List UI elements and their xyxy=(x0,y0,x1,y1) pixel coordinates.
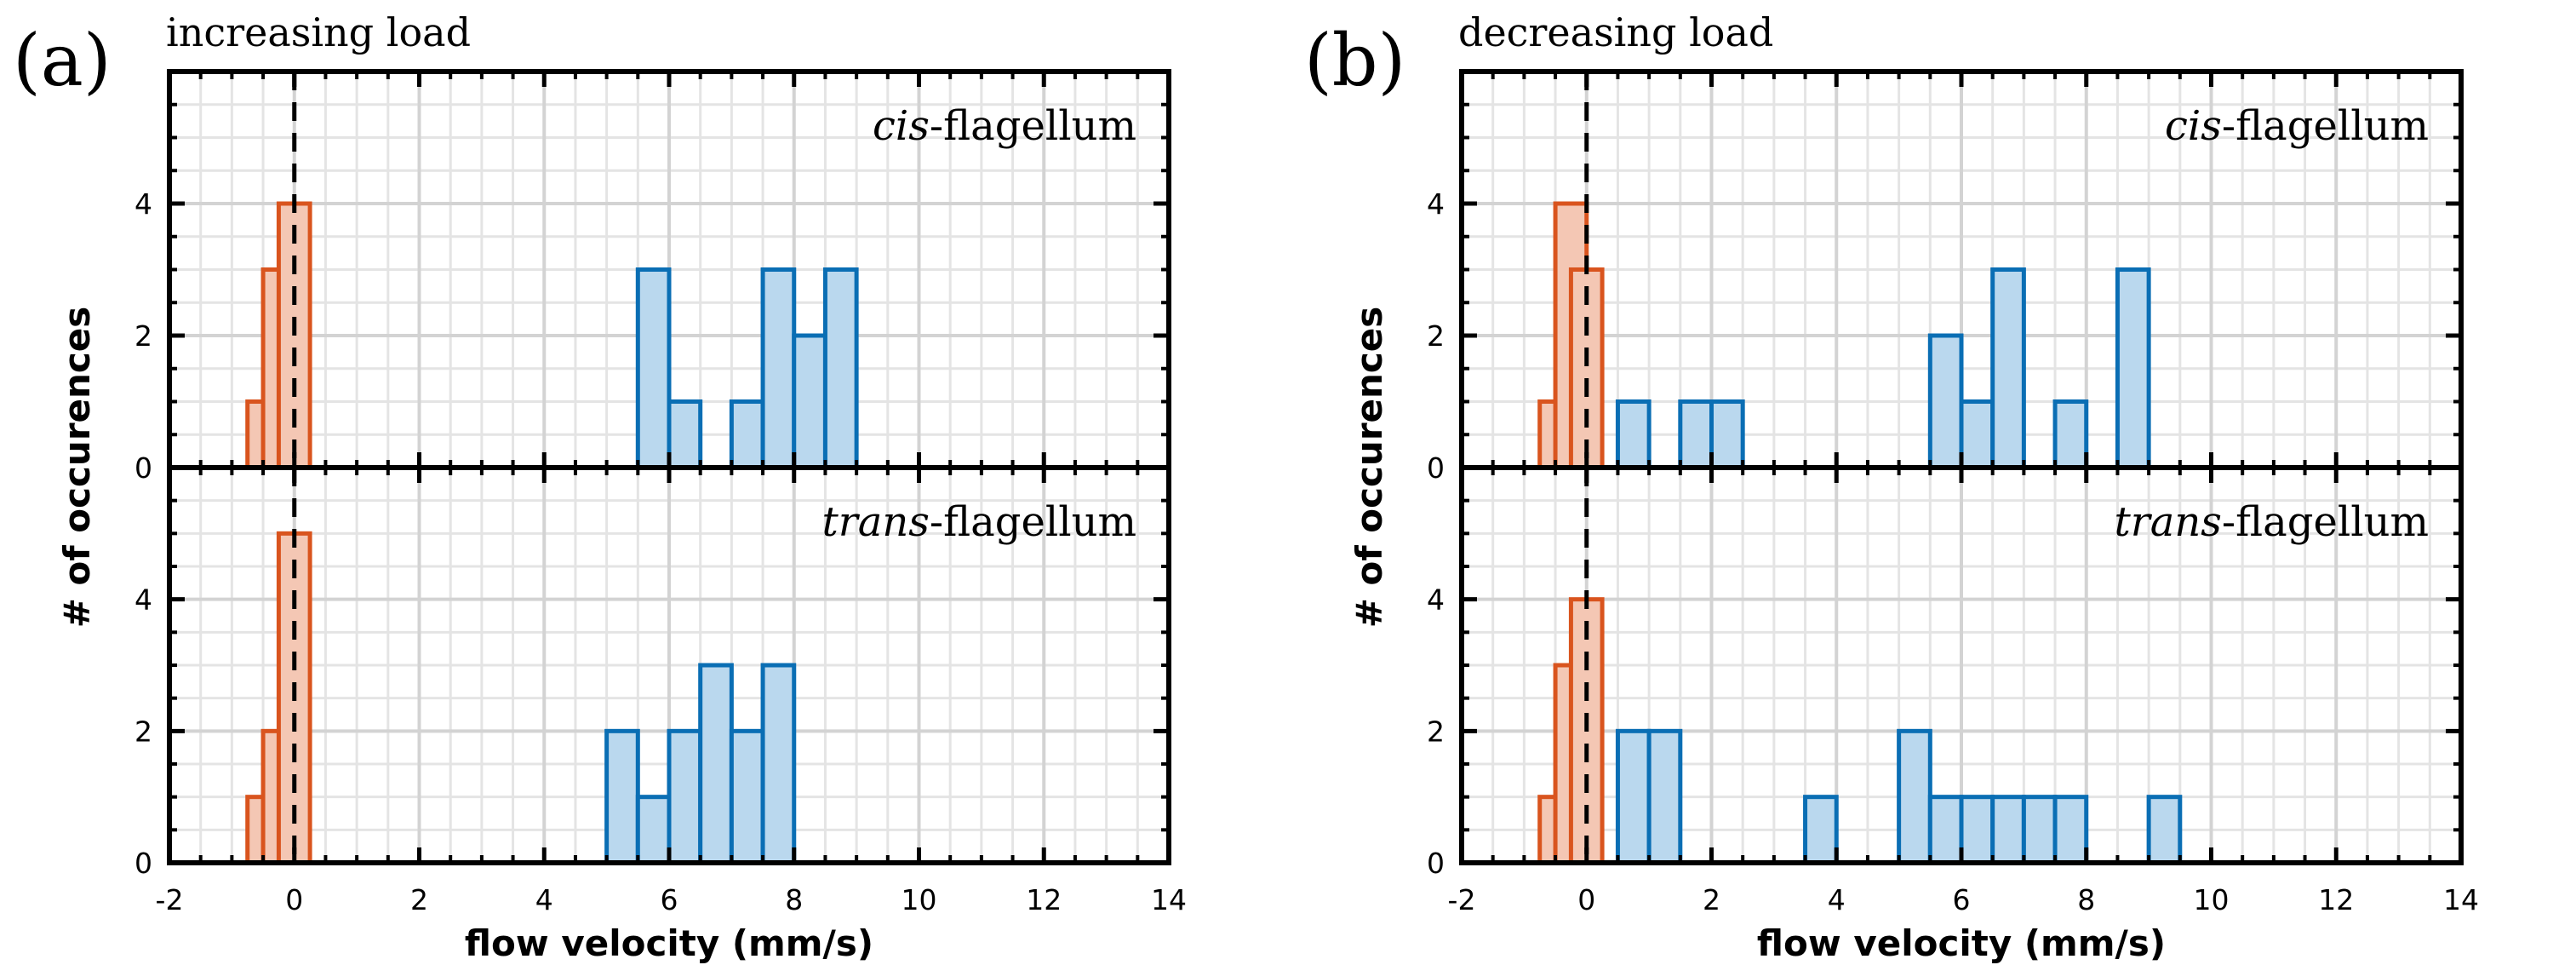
x-tick-label: -2 xyxy=(1448,883,1476,916)
positive-bar xyxy=(1959,399,1995,470)
y-axis-label: # of occurences xyxy=(56,307,98,629)
positive-bar xyxy=(1897,728,1932,865)
x-tick-label: 4 xyxy=(1828,883,1846,916)
subplot-cis: 0 2 4 cis-flagellum xyxy=(135,72,1171,485)
x-tick-label: -2 xyxy=(156,883,184,916)
panel-b: (b) decreasing load024cis-flagellum024tra… xyxy=(1304,9,2479,964)
positive-bar xyxy=(2021,795,2058,865)
y-tick-label: 2 xyxy=(135,715,152,748)
y-tick-label: 2 xyxy=(1427,319,1445,353)
x-tick-label: 12 xyxy=(2318,883,2354,916)
positive-bar xyxy=(2052,795,2089,865)
positive-bar xyxy=(1990,795,2026,865)
subplot-label: cis-flagellum xyxy=(873,102,1136,150)
x-tick-label: 6 xyxy=(1953,883,1971,916)
positive-bar xyxy=(822,267,859,470)
y-tick-label: 4 xyxy=(135,187,152,221)
x-tick-label: 2 xyxy=(410,883,428,916)
y-tick-label: 0 xyxy=(135,847,152,880)
panel-label: (b) xyxy=(1304,19,1405,102)
positive-bar xyxy=(1615,399,1652,470)
positive-bar xyxy=(1927,795,1964,865)
positive-bar xyxy=(635,267,672,470)
subplot-label-rest: -flagellum xyxy=(930,498,1136,546)
y-tick-label: 4 xyxy=(135,583,152,617)
x-axis-label: flow velocity (mm/s) xyxy=(465,922,873,964)
y-tick-label: 4 xyxy=(1427,187,1445,221)
panel-title: increasing load xyxy=(166,9,471,55)
positive-bar xyxy=(1990,267,2026,470)
y-axis-label: # of occurences xyxy=(1348,307,1390,629)
subplot-label-rest: -flagellum xyxy=(2222,498,2429,546)
x-tick-label: 8 xyxy=(785,883,803,916)
subplot-cis: 0 2 4 cis-flagellum xyxy=(1427,72,2464,485)
subplot-label-italic: cis xyxy=(2165,102,2222,150)
subplot-label-rest: -flagellum xyxy=(2222,102,2429,150)
positive-bar xyxy=(667,399,703,470)
positive-bar xyxy=(2052,399,2089,470)
positive-bar xyxy=(729,399,765,470)
negative-bar xyxy=(1568,267,1605,470)
panel-label: (a) xyxy=(13,19,112,102)
y-tick-label: 0 xyxy=(1427,451,1445,485)
positive-bar xyxy=(1959,795,1995,865)
x-tick-label: 8 xyxy=(2077,883,2095,916)
y-tick-label: 0 xyxy=(135,451,152,485)
positive-bar xyxy=(667,728,703,865)
positive-bar xyxy=(792,333,827,470)
x-tick-label: 10 xyxy=(902,883,937,916)
subplot-label: cis-flagellum xyxy=(2165,102,2429,150)
subplot-label-italic: trans xyxy=(821,498,929,546)
positive-bar xyxy=(1615,728,1652,865)
subplot-label-italic: cis xyxy=(873,102,930,150)
subplot-label-rest: -flagellum xyxy=(930,102,1136,150)
subplot-label: trans-flagellum xyxy=(821,498,1136,546)
positive-bar xyxy=(729,728,765,865)
x-tick-label: 0 xyxy=(285,883,303,916)
positive-bar xyxy=(604,728,640,865)
panel-a: (a) increasing load024cis-flagellum024tra… xyxy=(13,9,1187,964)
positive-bar xyxy=(2115,267,2151,470)
y-tick-label: 2 xyxy=(135,319,152,353)
x-tick-label: 12 xyxy=(1026,883,1062,916)
x-tick-label: 0 xyxy=(1577,883,1595,916)
x-tick-label: 4 xyxy=(535,883,553,916)
x-tick-label: 14 xyxy=(2443,883,2479,916)
positive-bar xyxy=(1803,795,1839,865)
positive-bar xyxy=(760,267,797,470)
positive-bar xyxy=(2146,795,2183,865)
positive-bar xyxy=(1709,399,1745,470)
x-tick-label: 2 xyxy=(1703,883,1720,916)
y-tick-label: 0 xyxy=(1427,847,1445,880)
x-tick-label: 6 xyxy=(661,883,678,916)
y-tick-label: 4 xyxy=(1427,583,1445,617)
panel-title: decreasing load xyxy=(1458,9,1773,55)
x-tick-label: 14 xyxy=(1151,883,1187,916)
subplot-label-italic: trans xyxy=(2114,498,2221,546)
positive-bar xyxy=(1646,728,1683,865)
x-tick-label: 10 xyxy=(2194,883,2230,916)
y-tick-label: 2 xyxy=(1427,715,1445,748)
positive-bar xyxy=(698,663,734,865)
positive-bar xyxy=(1678,399,1714,470)
subplot-label: trans-flagellum xyxy=(2114,498,2429,546)
positive-bar xyxy=(635,795,672,865)
positive-bar xyxy=(760,663,797,865)
x-axis-label: flow velocity (mm/s) xyxy=(1757,922,2166,964)
positive-bar xyxy=(1927,333,1964,470)
